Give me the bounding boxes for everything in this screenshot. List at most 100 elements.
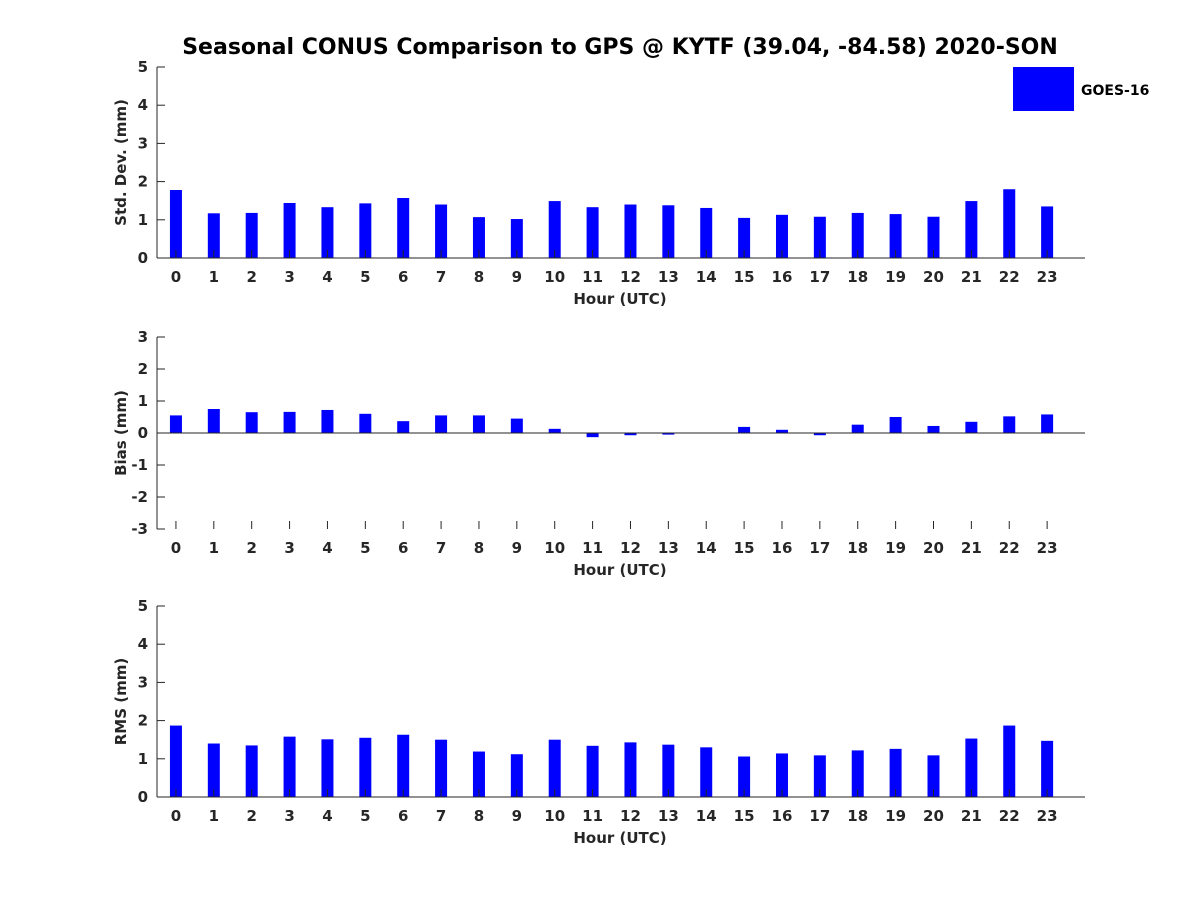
x-tick-label: 7: [436, 539, 446, 557]
bar: [435, 204, 448, 258]
x-tick-label: 23: [1037, 268, 1058, 286]
bar: [283, 411, 296, 433]
x-tick-label: 23: [1037, 539, 1058, 557]
bar: [207, 409, 220, 433]
bar: [435, 415, 448, 433]
x-tick-label: 9: [512, 807, 522, 825]
bar: [397, 734, 410, 797]
x-tick-label: 15: [734, 539, 755, 557]
x-tick-label: 16: [772, 268, 793, 286]
bar: [775, 214, 788, 258]
x-tick-label: 4: [322, 539, 332, 557]
bar: [927, 755, 940, 797]
bar: [510, 219, 523, 258]
x-tick-label: 0: [171, 539, 181, 557]
y-tick-label: 0: [138, 788, 148, 806]
x-tick-label: 1: [209, 268, 219, 286]
bar: [775, 753, 788, 797]
bar: [321, 207, 334, 258]
bar: [586, 745, 599, 797]
x-tick-label: 21: [961, 268, 982, 286]
legend: GOES-16: [1013, 67, 1149, 111]
bar: [245, 412, 258, 433]
y-tick-label: 2: [138, 360, 148, 378]
bar: [738, 426, 751, 433]
bar: [889, 417, 902, 433]
y-tick-label: 5: [138, 597, 148, 615]
x-axis-label: Hour (UTC): [573, 829, 666, 847]
x-tick-label: 6: [398, 268, 408, 286]
bar: [245, 212, 258, 258]
x-tick-label: 6: [398, 807, 408, 825]
bar: [1041, 206, 1054, 258]
bar: [965, 421, 978, 433]
bar: [245, 745, 258, 797]
bar: [700, 207, 713, 258]
x-tick-label: 10: [544, 539, 565, 557]
x-tick-label: 20: [923, 268, 944, 286]
x-tick-label: 16: [772, 807, 793, 825]
y-tick-label: 5: [138, 58, 148, 76]
bar: [548, 201, 561, 258]
x-tick-label: 5: [360, 807, 370, 825]
y-tick-label: 4: [138, 96, 148, 114]
x-tick-label: 17: [809, 539, 830, 557]
bar: [1041, 740, 1054, 797]
bar: [359, 203, 372, 258]
bar: [169, 415, 182, 433]
x-tick-label: 10: [544, 268, 565, 286]
x-tick-label: 11: [582, 807, 603, 825]
y-tick-label: 2: [138, 173, 148, 191]
x-tick-label: 7: [436, 807, 446, 825]
bar: [662, 433, 675, 435]
x-tick-label: 0: [171, 807, 181, 825]
bar: [813, 216, 826, 258]
x-tick-label: 11: [582, 539, 603, 557]
x-tick-label: 15: [734, 268, 755, 286]
x-tick-label: 14: [696, 807, 717, 825]
bar: [700, 747, 713, 797]
y-tick-label: 1: [138, 211, 148, 229]
x-tick-label: 17: [809, 807, 830, 825]
y-tick-label: -3: [131, 520, 148, 538]
bar: [359, 413, 372, 433]
x-tick-label: 21: [961, 807, 982, 825]
y-tick-label: -2: [131, 488, 148, 506]
x-tick-label: 22: [999, 539, 1020, 557]
y-tick-label: 0: [138, 424, 148, 442]
x-tick-label: 12: [620, 807, 641, 825]
x-tick-label: 5: [360, 268, 370, 286]
bar: [510, 754, 523, 797]
bar: [510, 418, 523, 433]
y-tick-label: 2: [138, 712, 148, 730]
x-tick-label: 19: [885, 268, 906, 286]
bar: [321, 409, 334, 433]
bar: [169, 725, 182, 797]
y-tick-label: 1: [138, 392, 148, 410]
y-tick-label: 3: [138, 328, 148, 346]
x-tick-label: 3: [284, 539, 294, 557]
x-tick-label: 2: [246, 268, 256, 286]
bar: [624, 204, 637, 258]
x-tick-label: 3: [284, 807, 294, 825]
y-tick-label: 1: [138, 750, 148, 768]
x-axis-label: Hour (UTC): [573, 561, 666, 579]
x-tick-label: 8: [474, 807, 484, 825]
x-tick-label: 1: [209, 539, 219, 557]
bar: [397, 198, 410, 258]
bar: [283, 736, 296, 797]
x-tick-label: 21: [961, 539, 982, 557]
x-tick-label: 17: [809, 268, 830, 286]
bar: [548, 428, 561, 433]
bar: [738, 217, 751, 258]
x-tick-label: 18: [847, 268, 868, 286]
bar: [851, 212, 864, 258]
bar: [851, 424, 864, 433]
bar: [775, 429, 788, 433]
bar: [662, 205, 675, 258]
x-tick-label: 12: [620, 268, 641, 286]
x-tick-label: 16: [772, 539, 793, 557]
bar: [965, 738, 978, 797]
